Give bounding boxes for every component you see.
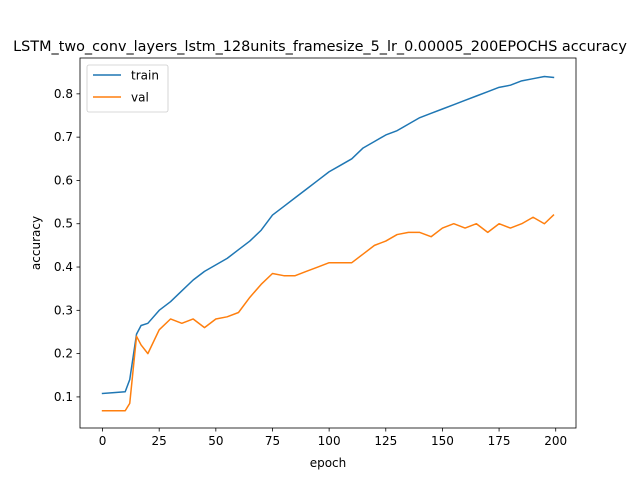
legend-train-label: train [131, 69, 159, 83]
series-layer [101, 75, 555, 412]
x-tick-label: 100 [318, 434, 341, 448]
y-tick-label: 0.6 [54, 173, 73, 187]
axes-frame [79, 57, 577, 429]
y-tick-label: 0.2 [54, 347, 73, 361]
x-tick-label: 125 [374, 434, 397, 448]
x-tick-label: 175 [488, 434, 511, 448]
y-tick-label: 0.1 [54, 390, 73, 404]
x-tick-label: 0 [99, 434, 107, 448]
chart-title: LSTM_two_conv_layers_lstm_128units_frame… [13, 39, 627, 55]
series-line-val [101, 214, 555, 412]
y-tick-label: 0.4 [54, 260, 73, 274]
y-tick-label: 0.3 [54, 303, 73, 317]
y-tick-label: 0.7 [54, 130, 73, 144]
y-tick-label: 0.8 [54, 87, 73, 101]
axes-layer: 0 25 50 75 100 125 150 175 200 0.1 0.2 0.3 0.4 0.5 0.6… [54, 87, 567, 448]
legend-val-label: val [131, 91, 149, 105]
x-tick-label: 50 [208, 434, 223, 448]
series-line-train [101, 75, 555, 395]
legend: train val [86, 64, 169, 113]
x-tick-label: 200 [544, 434, 567, 448]
plot-area [80, 58, 576, 428]
x-tick-label: 150 [431, 434, 454, 448]
x-tick-label: 75 [265, 434, 280, 448]
legend-box [86, 64, 169, 113]
x-tick-label: 25 [152, 434, 167, 448]
x-axis-label: epoch [310, 456, 347, 470]
y-axis-label: accuracy [29, 216, 43, 270]
y-tick-label: 0.5 [54, 217, 73, 231]
